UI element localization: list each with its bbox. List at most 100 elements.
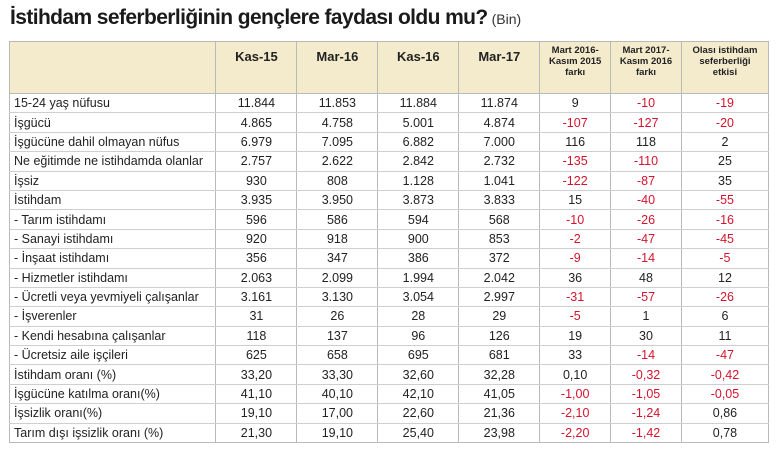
cell-value: -135 xyxy=(539,151,612,172)
cell-value: 116 xyxy=(539,132,612,153)
cell-value: 6.979 xyxy=(215,132,298,153)
cell-value: 12 xyxy=(680,268,770,288)
cell-value: 32,60 xyxy=(377,364,460,385)
header-text: Mart 2017- xyxy=(622,45,670,56)
cell-value: 40,10 xyxy=(296,384,379,405)
cell-value: -1,24 xyxy=(610,403,682,424)
row-label: - Tarım istihdamı xyxy=(8,209,217,230)
cell-value: 21,30 xyxy=(215,423,298,444)
row-label: İşsizlik oranı(%) xyxy=(8,403,217,424)
cell-value: -2,20 xyxy=(539,423,612,444)
table-row: Tarım dışı işsizlik oranı (%) 21,30 19,10 2… xyxy=(8,423,770,444)
cell-value: -1,05 xyxy=(610,384,682,405)
cell-value: -26 xyxy=(610,209,682,230)
cell-value: 17,00 xyxy=(296,403,379,424)
cell-value: 853 xyxy=(458,229,541,250)
row-label: Ne eğitimde ne istihdamda olanlar xyxy=(8,151,217,172)
cell-value: 31 xyxy=(215,306,298,327)
table-row: 15-24 yaş nüfusu 11.844 11.853 11.884 11.874… xyxy=(8,93,770,114)
cell-value: 3.161 xyxy=(215,287,298,308)
row-label: İşgücü xyxy=(8,112,217,133)
cell-value: 0,86 xyxy=(680,403,770,424)
table-row: İşsizlik oranı(%) 19,10 17,00 22,60 21,36 -2,… xyxy=(8,403,770,424)
cell-value: 625 xyxy=(215,345,298,366)
cell-value: 118 xyxy=(215,326,298,347)
column-header: Mar-17 xyxy=(458,41,541,94)
cell-value: 1 xyxy=(610,306,682,327)
row-label: - İnşaat istihdamı xyxy=(8,248,217,269)
cell-value: 2.099 xyxy=(296,268,379,288)
row-label: Tarım dışı işsizlik oranı (%) xyxy=(8,423,217,444)
table-row: - Ücretsiz aile işçileri 625 658 695 681 33 -1… xyxy=(8,345,770,366)
cell-value: 930 xyxy=(215,171,298,191)
cell-value: -20 xyxy=(680,112,770,133)
cell-value: -10 xyxy=(539,209,612,230)
cell-value: 9 xyxy=(539,93,612,114)
cell-value: -0,42 xyxy=(680,364,770,385)
cell-value: -9 xyxy=(539,248,612,269)
cell-value: 36 xyxy=(539,268,612,288)
table-row: İşgücü 4.865 4.758 5.001 4.874 -107 -127 -20 xyxy=(8,112,770,133)
cell-value: 42,10 xyxy=(377,384,460,405)
cell-value: 22,60 xyxy=(377,403,460,424)
cell-value: 1.994 xyxy=(377,268,460,288)
cell-value: -19 xyxy=(680,93,770,114)
cell-value: 25,40 xyxy=(377,423,460,444)
column-header: Kas-15 xyxy=(215,41,298,94)
table-row: Ne eğitimde ne istihdamda olanlar 2.757 2.… xyxy=(8,151,770,172)
row-label: İstihdam xyxy=(8,190,217,211)
cell-value: 2.757 xyxy=(215,151,298,172)
cell-value: 26 xyxy=(296,306,379,327)
cell-value: 4.758 xyxy=(296,112,379,133)
cell-value: 21,36 xyxy=(458,403,541,424)
title: İstihdam seferberliğinin gençlere faydas… xyxy=(10,6,488,29)
cell-value: -1,42 xyxy=(610,423,682,444)
cell-value: 28 xyxy=(377,306,460,327)
cell-value: 32,28 xyxy=(458,364,541,385)
column-header: Kas-16 xyxy=(377,41,460,94)
header-text: farkı xyxy=(635,67,657,78)
cell-value: 15 xyxy=(539,190,612,211)
cell-value: 596 xyxy=(215,209,298,230)
header-text: Kas-16 xyxy=(397,49,440,64)
cell-value: -26 xyxy=(680,287,770,308)
cell-value: -14 xyxy=(610,248,682,269)
cell-value: 808 xyxy=(296,171,379,191)
table-row: - İnşaat istihdamı 356 347 386 372 -9 -14 -5 xyxy=(8,248,770,269)
cell-value: 900 xyxy=(377,229,460,250)
cell-value: 3.130 xyxy=(296,287,379,308)
cell-value: -40 xyxy=(610,190,682,211)
row-label: İşgücüne katılma oranı(%) xyxy=(8,384,217,405)
cell-value: 3.054 xyxy=(377,287,460,308)
cell-value: 3.873 xyxy=(377,190,460,211)
row-label: - Kendi hesabına çalışanlar xyxy=(8,326,217,347)
cell-value: 3.950 xyxy=(296,190,379,211)
cell-value: 0,10 xyxy=(539,364,612,385)
column-header: Mart 2017- Kasım 2016 farkı xyxy=(610,41,682,94)
header-text: Kas-15 xyxy=(235,49,278,64)
cell-value: 33,20 xyxy=(215,364,298,385)
cell-value: -5 xyxy=(680,248,770,269)
header-text: Kasım 2016 xyxy=(619,56,673,67)
cell-value: 137 xyxy=(296,326,379,347)
cell-value: 118 xyxy=(610,132,682,153)
cell-value: 2.842 xyxy=(377,151,460,172)
table-row: - Ücretli veya yevmiyeli çalışanlar 3.161… xyxy=(8,287,770,308)
cell-value: 1.041 xyxy=(458,171,541,191)
row-label: - Ücretsiz aile işçileri xyxy=(8,345,217,366)
cell-value: 30 xyxy=(610,326,682,347)
cell-value: -31 xyxy=(539,287,612,308)
header-text: etkisi xyxy=(712,67,738,78)
cell-value: -47 xyxy=(610,229,682,250)
row-label: - Hizmetler istihdamı xyxy=(8,268,217,288)
cell-value: 372 xyxy=(458,248,541,269)
table-row: İşgücüne katılma oranı(%) 41,10 40,10 42,10… xyxy=(8,384,770,405)
cell-value: -87 xyxy=(610,171,682,191)
cell-value: -127 xyxy=(610,112,682,133)
header-text: Mar-17 xyxy=(478,49,521,64)
cell-value: -55 xyxy=(680,190,770,211)
row-label: - Sanayi istihdamı xyxy=(8,229,217,250)
cell-value: 11.844 xyxy=(215,93,298,114)
cell-value: -45 xyxy=(680,229,770,250)
